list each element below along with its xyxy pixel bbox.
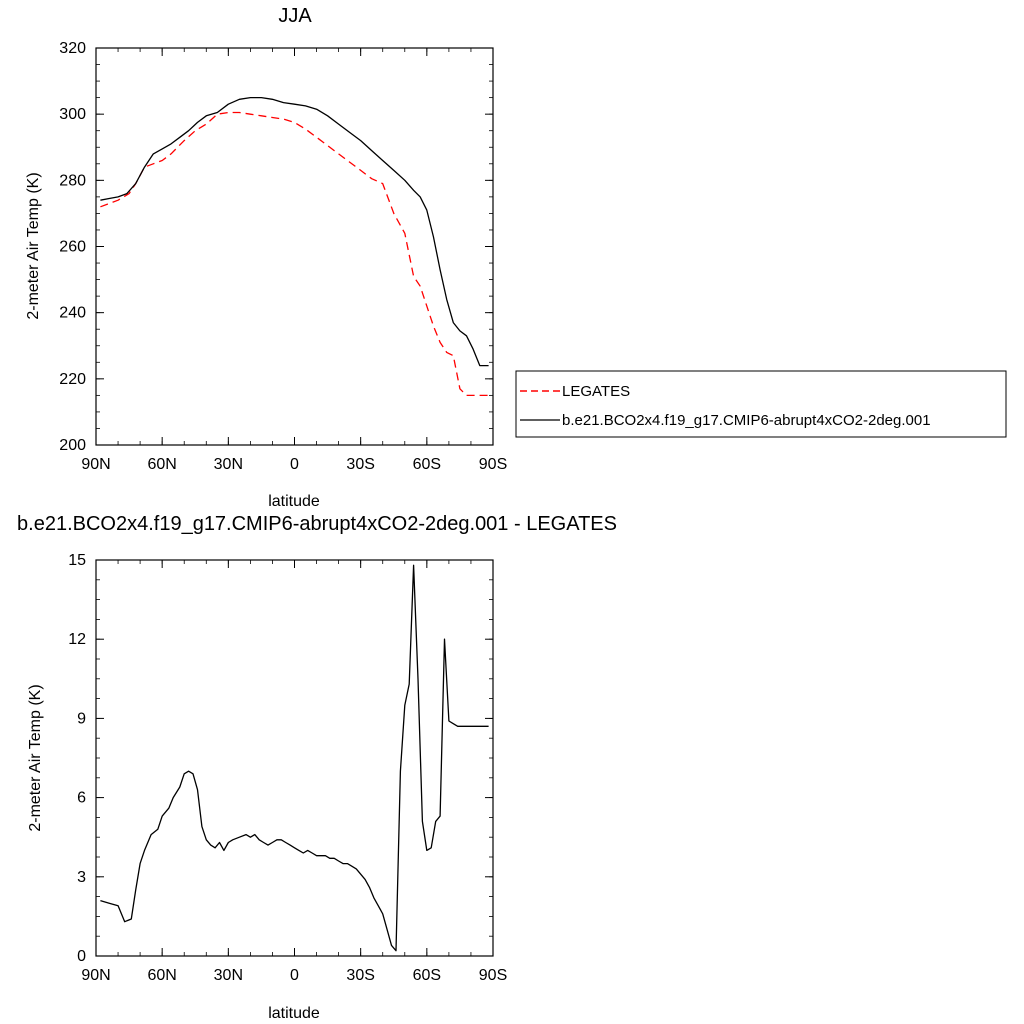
y-tick-label: 0 — [77, 948, 86, 965]
chart-panel-top: JJA 90N 60N 30N 0 30S 60S 90S 200 220 240 260 280 30… — [25, 5, 1007, 510]
y-tick-label: 15 — [68, 552, 86, 569]
legend-box — [515, 370, 1007, 438]
y-tick-label: 300 — [59, 106, 86, 123]
y-axis-title: 2-meter Air Temp (K) — [27, 684, 44, 831]
x-tick-label: 60S — [413, 456, 441, 473]
chart-panel-bottom: b.e21.BCO2x4.f19_g17.CMIP6-abrupt4xCO2-2… — [17, 513, 617, 1022]
y-tick-label: 12 — [68, 631, 86, 648]
x-axis-title: latitude — [268, 493, 320, 510]
x-tick-label: 60N — [147, 967, 176, 984]
plot-area: 90N 60N 30N 0 30S 60S 90S 0 3 6 9 12 15 — [68, 552, 507, 984]
x-tick-label: 90N — [81, 967, 110, 984]
y-tick-label: 3 — [77, 869, 86, 886]
x-tick-label: 0 — [290, 456, 299, 473]
series-line-difference — [100, 564, 489, 952]
x-tick-label: 60S — [413, 967, 441, 984]
chart-title: JJA — [278, 5, 312, 27]
y-tick-label: 280 — [59, 172, 86, 189]
x-tick-label: 90S — [479, 456, 507, 473]
y-axis-title: 2-meter Air Temp (K) — [25, 172, 42, 319]
plot-frame — [95, 559, 494, 957]
y-tick-label: 200 — [59, 437, 86, 454]
series-line-model — [100, 96, 489, 367]
y-tick-label: 6 — [77, 790, 86, 807]
y-tick-label: 260 — [59, 239, 86, 256]
x-axis-title: latitude — [268, 1005, 320, 1022]
plot-area: 90N 60N 30N 0 30S 60S 90S 200 220 240 260 280 300 320 — [59, 40, 507, 473]
y-tick-label: 220 — [59, 371, 86, 388]
x-tick-label: 60N — [147, 456, 176, 473]
series-line-legates — [100, 111, 489, 397]
legend-label-legates: LEGATES — [562, 383, 630, 400]
y-tick-label: 240 — [59, 305, 86, 322]
x-tick-label: 90S — [479, 967, 507, 984]
legend-label-model: b.e21.BCO2x4.f19_g17.CMIP6-abrupt4xCO2-2… — [562, 412, 931, 429]
plot-frame — [95, 47, 494, 446]
y-tick-label: 9 — [77, 710, 86, 727]
x-tick-label: 30N — [214, 456, 243, 473]
chart-title: b.e21.BCO2x4.f19_g17.CMIP6-abrupt4xCO2-2… — [17, 513, 617, 535]
x-tick-label: 30S — [346, 967, 374, 984]
x-tick-label: 30N — [214, 967, 243, 984]
y-tick-label: 320 — [59, 40, 86, 57]
x-tick-label: 0 — [290, 967, 299, 984]
legend: LEGATES b.e21.BCO2x4.f19_g17.CMIP6-abrup… — [515, 370, 1007, 438]
x-tick-label: 30S — [346, 456, 374, 473]
x-tick-label: 90N — [81, 456, 110, 473]
